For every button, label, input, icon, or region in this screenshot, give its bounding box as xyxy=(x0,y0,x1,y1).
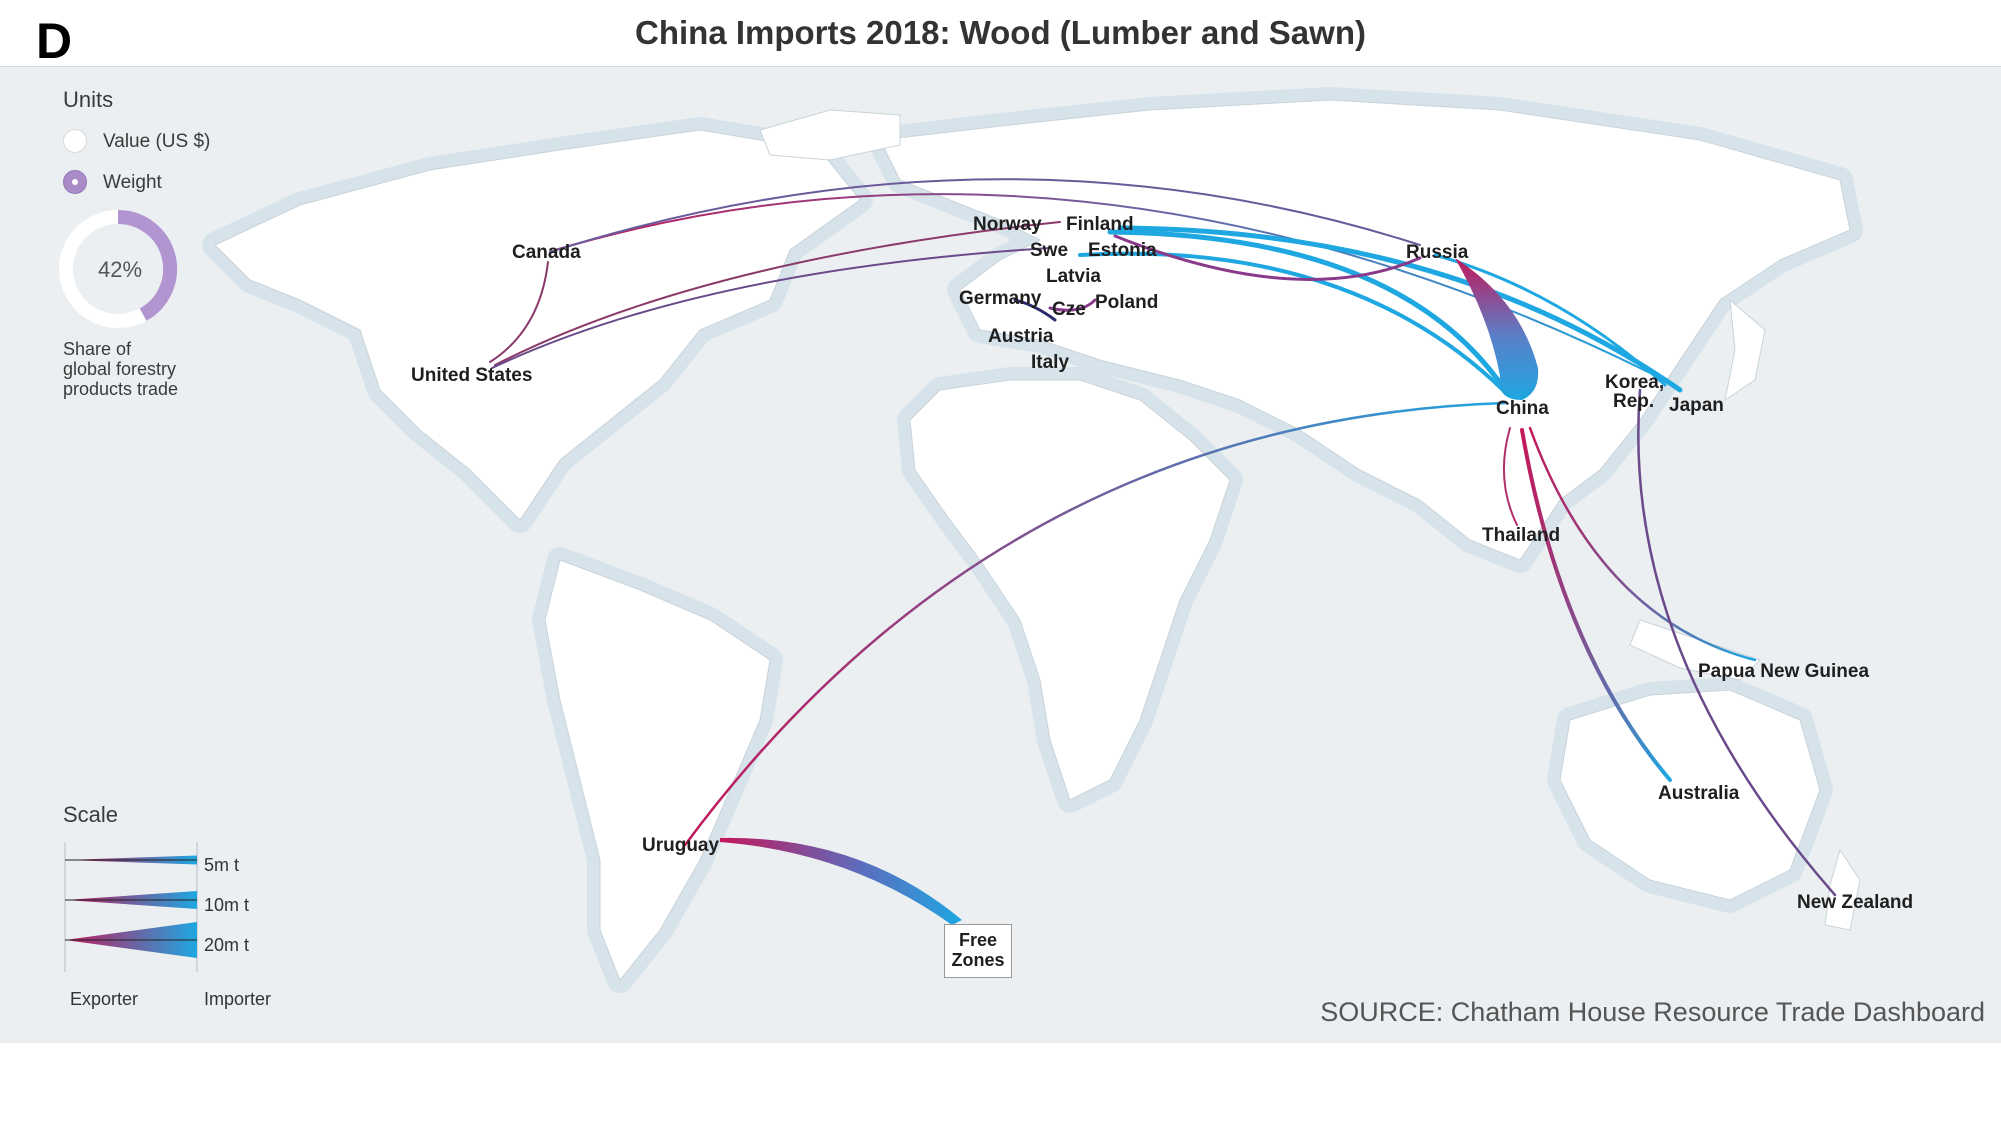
label-germany: Germany xyxy=(959,288,1042,309)
panel-letter: D xyxy=(36,13,73,69)
scale-legend xyxy=(64,842,198,972)
label-cze: Cze xyxy=(1052,299,1086,320)
flow-canada-russia xyxy=(549,178,1421,253)
weight-radio[interactable] xyxy=(63,170,87,194)
scale-exporter-label: Exporter xyxy=(70,989,139,1009)
land xyxy=(214,99,1861,981)
free-zones-line1: Free xyxy=(958,930,998,950)
flow-cze-poland xyxy=(1048,298,1097,312)
flow-uruguay-freezones xyxy=(720,837,962,925)
scale-title: Scale xyxy=(63,802,119,827)
world-map[interactable]: Canada United States Norway Finland Swe … xyxy=(0,67,2001,1043)
scale-importer-label: Importer xyxy=(204,989,272,1009)
flow-thailand-china xyxy=(1502,427,1518,526)
share-caption-line3: products trade xyxy=(63,379,179,399)
label-estonia: Estonia xyxy=(1088,240,1157,261)
flow-us-swe xyxy=(491,247,1051,369)
label-russia: Russia xyxy=(1406,242,1469,263)
label-united-states: United States xyxy=(411,365,532,386)
share-gauge xyxy=(59,209,178,328)
flow-russia-china xyxy=(1455,258,1539,400)
flow-finland-china xyxy=(1107,229,1508,393)
share-caption-line1: Share of xyxy=(63,339,132,359)
label-korea-line1: Korea, xyxy=(1605,372,1664,393)
share-gauge-arc xyxy=(117,209,178,321)
label-papua-new-guinea: Papua New Guinea xyxy=(1698,661,1869,682)
label-latvia: Latvia xyxy=(1046,266,1101,287)
label-poland: Poland xyxy=(1095,292,1158,313)
share-caption-line2: global forestry xyxy=(63,359,177,379)
map-canvas[interactable]: Canada United States Norway Finland Swe … xyxy=(0,67,2001,1043)
page-title: China Imports 2018: Wood (Lumber and Saw… xyxy=(635,14,1366,51)
value-radio-label[interactable]: Value (US $) xyxy=(103,131,211,152)
country-labels: Canada United States Norway Finland Swe … xyxy=(411,214,1913,913)
value-radio[interactable] xyxy=(63,129,87,153)
label-italy: Italy xyxy=(1031,352,1069,373)
label-norway: Norway xyxy=(973,214,1042,235)
share-percent: 42% xyxy=(98,257,143,282)
flow-uruguay-china xyxy=(683,401,1507,847)
source-note: SOURCE: Chatham House Resource Trade Das… xyxy=(1320,997,1985,1027)
flow-swe-china xyxy=(1078,251,1507,394)
scale-label-5m: 5m t xyxy=(204,855,240,875)
label-finland: Finland xyxy=(1066,214,1134,235)
title-divider xyxy=(0,66,2001,67)
label-swe: Swe xyxy=(1030,240,1068,261)
label-uruguay: Uruguay xyxy=(642,835,720,856)
label-japan: Japan xyxy=(1669,395,1724,416)
label-thailand: Thailand xyxy=(1482,525,1560,546)
flow-estonia-russia xyxy=(1113,234,1422,281)
label-korea-line2: Rep. xyxy=(1613,391,1654,412)
units-title: Units xyxy=(63,87,114,112)
label-new-zealand: New Zealand xyxy=(1797,892,1913,913)
flow-russia-korea xyxy=(1433,253,1667,387)
share-caption: Share of global forestry products trade xyxy=(63,339,223,399)
flow-australia-china xyxy=(1520,428,1672,782)
label-canada: Canada xyxy=(512,242,581,263)
flow-finland-japan xyxy=(1117,225,1683,393)
flow-us-finland xyxy=(494,221,1061,366)
scale-label-20m: 20m t xyxy=(204,935,250,955)
weight-radio-label[interactable]: Weight xyxy=(103,172,162,193)
free-zones-line2: Zones xyxy=(951,950,1005,970)
flow-germany-austria xyxy=(1013,298,1057,322)
flow-canada-us xyxy=(489,261,549,363)
label-australia: Australia xyxy=(1658,783,1740,804)
flow-png-china xyxy=(1528,426,1757,662)
flow-newzealand-korea xyxy=(1637,388,1837,897)
scale-label-10m: 10m t xyxy=(204,895,250,915)
free-zones-box xyxy=(944,924,1012,978)
label-china: China xyxy=(1496,398,1549,419)
free-zones-label: Free Zones xyxy=(944,930,1012,970)
label-austria: Austria xyxy=(988,326,1054,347)
